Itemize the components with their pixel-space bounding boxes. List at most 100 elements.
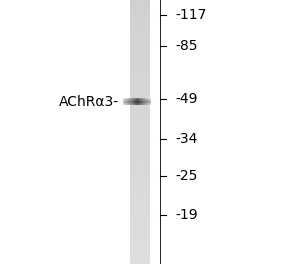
Bar [125, 99, 126, 100]
Bar [137, 102, 138, 103]
Bar [130, 32, 150, 34]
Bar [130, 21, 150, 24]
Bar [140, 103, 141, 104]
Bar [130, 174, 150, 177]
Bar [130, 114, 150, 116]
Bar [130, 248, 150, 251]
Bar [132, 99, 133, 100]
Bar [149, 104, 150, 105]
Bar [130, 55, 150, 58]
Bar [144, 100, 145, 101]
Bar [135, 101, 136, 102]
Bar [130, 230, 150, 232]
Bar [127, 98, 128, 99]
Bar [123, 101, 124, 102]
Bar [130, 92, 150, 95]
Bar [145, 102, 146, 103]
Bar [130, 61, 150, 63]
Bar [130, 29, 150, 32]
Bar [130, 259, 150, 261]
Bar [129, 100, 130, 101]
Bar [130, 216, 150, 219]
Bar [129, 101, 130, 102]
Bar [130, 198, 150, 201]
Bar [127, 103, 128, 104]
Bar [127, 100, 128, 101]
Bar [130, 103, 150, 106]
Bar [133, 98, 134, 99]
Bar [147, 103, 148, 104]
Bar [131, 102, 132, 103]
Bar [126, 98, 127, 99]
Bar [130, 222, 150, 224]
Bar [132, 103, 133, 104]
Bar [145, 103, 146, 104]
Bar [133, 102, 134, 103]
Bar [145, 100, 146, 101]
Bar [136, 102, 137, 103]
Bar [137, 100, 138, 101]
Bar [150, 104, 151, 105]
Bar [130, 102, 131, 103]
Bar [140, 100, 141, 101]
Bar [134, 100, 135, 101]
Bar [139, 103, 140, 104]
Bar [133, 103, 134, 104]
Bar [143, 104, 144, 105]
Bar [145, 98, 146, 99]
Bar [147, 102, 148, 103]
Bar [149, 99, 150, 100]
Bar [140, 99, 141, 100]
Bar [142, 102, 143, 103]
Bar [130, 137, 150, 140]
Bar [142, 104, 143, 105]
Bar [130, 42, 150, 45]
Bar [130, 132, 150, 135]
Bar [138, 102, 139, 103]
Bar [147, 104, 148, 105]
Bar [137, 101, 138, 102]
Bar [130, 124, 150, 127]
Bar [131, 99, 132, 100]
Bar [130, 253, 150, 256]
Bar [144, 101, 145, 102]
Bar [130, 177, 150, 180]
Bar [149, 102, 150, 103]
Bar [143, 102, 144, 103]
Bar [138, 104, 139, 105]
Bar [130, 251, 150, 253]
Bar [130, 232, 150, 235]
Bar [138, 101, 139, 102]
Bar [130, 111, 150, 114]
Bar [130, 206, 150, 209]
Bar [141, 99, 142, 100]
Bar [134, 104, 135, 105]
Bar [130, 104, 131, 105]
Bar [130, 227, 150, 230]
Bar [130, 106, 150, 108]
Bar [140, 98, 141, 99]
Bar [130, 103, 131, 104]
Bar [127, 101, 128, 102]
Bar [146, 104, 147, 105]
Bar [126, 102, 127, 103]
Bar [149, 101, 150, 102]
Bar [123, 98, 124, 99]
Bar [139, 104, 140, 105]
Bar [138, 98, 139, 99]
Bar [131, 103, 132, 104]
Bar [130, 193, 150, 195]
Bar [126, 101, 127, 102]
Bar [130, 180, 150, 182]
Bar [123, 104, 124, 105]
Bar [130, 219, 150, 222]
Bar [148, 104, 149, 105]
Bar [149, 98, 150, 99]
Bar [132, 98, 133, 99]
Bar [130, 101, 131, 102]
Bar [130, 150, 150, 153]
Bar [130, 63, 150, 66]
Bar [132, 101, 133, 102]
Bar [127, 102, 128, 103]
Text: -117: -117 [175, 7, 207, 22]
